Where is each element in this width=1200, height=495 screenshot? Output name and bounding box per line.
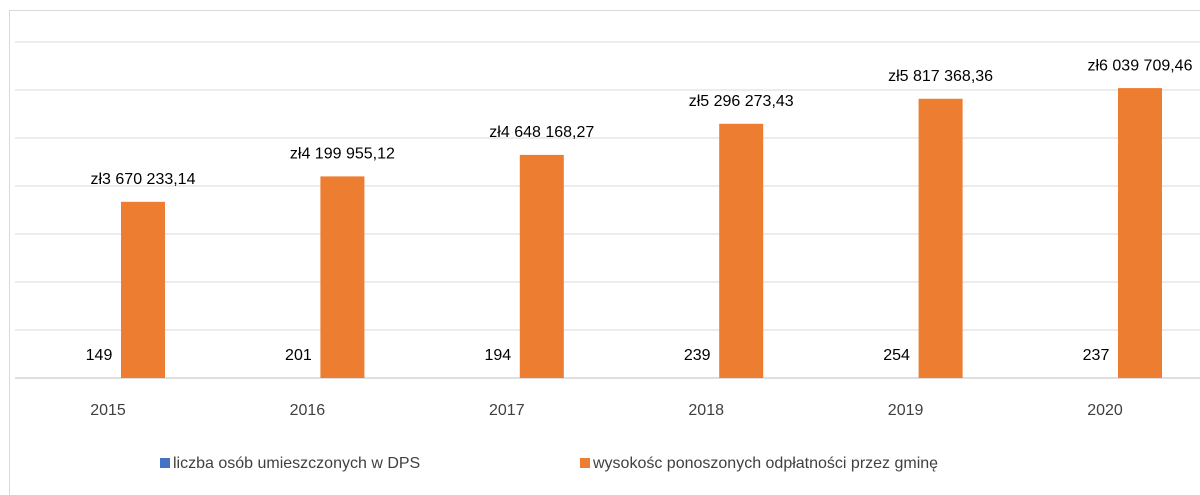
bar <box>121 201 165 378</box>
x-tick-label: 2016 <box>290 402 326 419</box>
bar <box>519 154 564 378</box>
data-label: 201 <box>285 347 312 364</box>
data-label: zł6 039 709,46 <box>1088 57 1193 74</box>
data-label: zł5 817 368,36 <box>888 68 993 85</box>
bar <box>1118 88 1162 379</box>
bar <box>320 176 365 378</box>
data-label: 237 <box>1083 347 1110 364</box>
legend-label: wysokośc ponoszonych odpłatności przez g… <box>592 455 938 472</box>
data-label: zł3 670 233,14 <box>91 171 196 188</box>
data-label: 194 <box>484 347 511 364</box>
data-label: zł4 199 955,12 <box>290 146 395 163</box>
x-tick-label: 2018 <box>688 402 724 419</box>
x-tick-label: 2019 <box>888 402 924 419</box>
legend-swatch <box>160 458 170 468</box>
legend-swatch <box>580 458 590 468</box>
chart-border <box>9 10 1200 495</box>
bar <box>719 123 764 379</box>
data-label: 149 <box>86 347 113 364</box>
data-label: zł5 296 273,43 <box>689 93 794 110</box>
bar <box>918 98 963 378</box>
x-tick-label: 2017 <box>489 402 525 419</box>
data-label: 254 <box>883 347 910 364</box>
x-tick-label: 2020 <box>1087 402 1123 419</box>
data-label: 239 <box>684 347 711 364</box>
x-tick-label: 2015 <box>90 402 126 419</box>
legend-label: liczba osób umieszczonych w DPS <box>173 455 420 472</box>
data-label: zł4 648 168,27 <box>489 124 594 141</box>
